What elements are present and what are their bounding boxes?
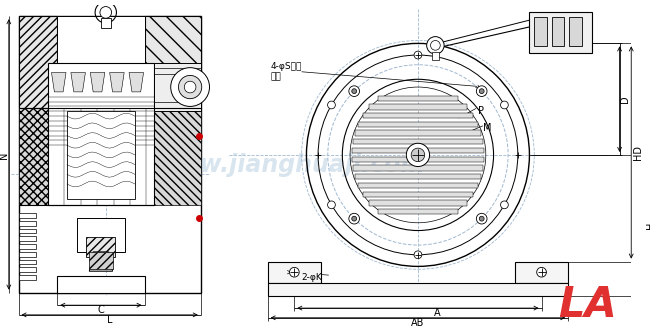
Text: HD: HD [633, 145, 643, 160]
Polygon shape [89, 252, 112, 271]
Bar [530, 12, 592, 53]
Text: N: N [0, 151, 9, 159]
Circle shape [328, 101, 335, 109]
Circle shape [171, 68, 209, 107]
Bar [18, 236, 36, 241]
Text: 2-φK: 2-φK [302, 272, 322, 282]
Circle shape [500, 201, 508, 209]
Bar [352, 148, 484, 153]
Polygon shape [129, 73, 144, 92]
Bar [369, 104, 467, 110]
Bar [569, 17, 582, 46]
Bar [352, 157, 484, 162]
Bar [77, 218, 125, 252]
Text: 通孔: 通孔 [270, 72, 281, 81]
Bar [86, 237, 116, 257]
Circle shape [349, 213, 359, 224]
Bar [268, 261, 321, 283]
Circle shape [349, 86, 359, 96]
Bar [67, 111, 135, 199]
Bar [18, 16, 201, 293]
Circle shape [328, 201, 335, 209]
Circle shape [479, 216, 484, 221]
Bar [154, 109, 201, 205]
Bar [18, 109, 47, 205]
Bar [353, 165, 483, 171]
Text: M: M [484, 123, 492, 133]
Circle shape [430, 41, 440, 50]
Bar [378, 95, 458, 101]
Bar [18, 16, 57, 109]
Bar [144, 16, 201, 75]
Circle shape [100, 7, 112, 18]
Text: AB: AB [411, 318, 424, 328]
Bar [552, 17, 564, 46]
Bar [358, 183, 478, 188]
Polygon shape [51, 73, 66, 92]
Text: A: A [434, 308, 441, 318]
Circle shape [414, 51, 422, 59]
Bar [432, 52, 439, 60]
Circle shape [479, 89, 484, 94]
Circle shape [476, 86, 487, 96]
Bar [18, 260, 36, 264]
Bar [363, 113, 473, 118]
Bar [18, 213, 36, 218]
Bar [57, 16, 144, 65]
Circle shape [289, 267, 299, 277]
Bar [57, 276, 144, 293]
Polygon shape [90, 73, 105, 92]
Bar [154, 63, 201, 111]
Bar [534, 17, 547, 46]
Polygon shape [71, 73, 85, 92]
Polygon shape [110, 73, 124, 92]
Bar [355, 174, 481, 179]
Circle shape [406, 143, 430, 167]
Bar [369, 200, 467, 206]
Bar [363, 192, 473, 197]
Bar [18, 275, 36, 280]
Circle shape [426, 37, 444, 54]
Circle shape [537, 267, 547, 277]
Circle shape [476, 213, 487, 224]
Text: ®: ® [600, 291, 608, 300]
Circle shape [352, 89, 357, 94]
Bar [358, 122, 478, 127]
Bar [18, 228, 36, 234]
Text: L: L [107, 315, 112, 325]
Text: www.jianghuaji.com: www.jianghuaji.com [157, 153, 426, 177]
Bar [18, 244, 36, 249]
Bar [353, 139, 483, 144]
Text: C: C [98, 305, 104, 315]
Text: D: D [620, 95, 630, 103]
Bar [378, 209, 458, 214]
Bar [515, 261, 568, 283]
Bar [47, 63, 154, 205]
Circle shape [414, 251, 422, 259]
Bar [18, 252, 36, 257]
Circle shape [306, 43, 530, 266]
Text: P: P [478, 106, 484, 116]
Bar [355, 130, 481, 136]
Bar [18, 267, 36, 272]
Text: H: H [645, 222, 650, 229]
Bar [89, 252, 112, 269]
Text: LA: LA [558, 284, 618, 326]
Circle shape [185, 81, 196, 93]
Circle shape [411, 148, 424, 162]
Bar [268, 283, 568, 296]
Circle shape [500, 101, 508, 109]
Text: 4-φS均布: 4-φS均布 [270, 62, 302, 72]
Bar [18, 221, 36, 226]
Circle shape [352, 216, 357, 221]
Bar [101, 18, 111, 28]
Circle shape [179, 75, 202, 99]
